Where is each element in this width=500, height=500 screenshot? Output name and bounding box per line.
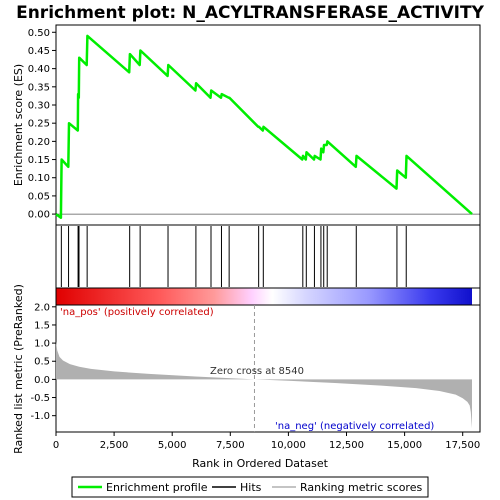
metric-y-tick-label: -0.5 — [30, 393, 50, 404]
metric-y-axis: 2.0 1.5 1.0 0.5 0.0 -0.5 -1.0 — [30, 302, 56, 422]
neg-correlated-label: 'na_neg' (negatively correlated) — [275, 421, 434, 432]
legend: Enrichment profile Hits Ranking metric s… — [71, 476, 429, 498]
rank-x-tick-label: 10,000 — [271, 440, 306, 451]
rank-x-tick-label: 17,500 — [445, 440, 480, 451]
es-y-tick-label: 0.20 — [28, 137, 50, 148]
zero-cross-label: Zero cross at 8540 — [210, 366, 304, 377]
metric-y-axis-label: Ranked list metric (PreRanked) — [12, 284, 25, 454]
es-y-tick-label: 0.05 — [28, 191, 50, 202]
rank-x-tick-label: 0 — [53, 440, 59, 451]
legend-label-hits: Hits — [240, 481, 262, 494]
rank-color-bar — [56, 288, 472, 305]
legend-label-ranking-metric: Ranking metric scores — [300, 481, 422, 494]
es-y-axis-label: Enrichment score (ES) — [12, 64, 25, 186]
rank-x-tick-label: 2,500 — [100, 440, 129, 451]
es-y-tick-label: 0.30 — [28, 101, 50, 112]
es-y-tick-label: 0.00 — [28, 210, 50, 221]
hits-panel — [55, 224, 481, 289]
enrichment-profile-line — [55, 34, 473, 219]
es-y-tick-label: 0.40 — [28, 64, 50, 75]
legend-label-enrichment-profile: Enrichment profile — [106, 481, 208, 494]
metric-y-tick-label: -1.0 — [30, 411, 50, 422]
es-y-tick-label: 0.45 — [28, 46, 50, 57]
enrichment-score-panel: 0.00 0.05 0.10 0.15 0.20 0.25 0.30 0.35 0.40 0.45… — [12, 24, 481, 226]
es-y-tick-label: 0.35 — [28, 82, 50, 93]
es-y-tick-label: 0.50 — [28, 28, 50, 39]
es-y-tick-label: 0.15 — [28, 155, 50, 166]
chart-title: Enrichment plot: N_ACYLTRANSFERASE_ACTIV… — [16, 3, 484, 23]
rank-x-axis-label: Rank in Ordered Dataset — [192, 457, 329, 470]
rank-x-tick-label: 15,000 — [387, 440, 422, 451]
hit-lines — [60, 226, 407, 287]
metric-y-tick-label: 2.0 — [34, 302, 50, 313]
es-y-tick-label: 0.10 — [28, 173, 50, 184]
es-y-axis: 0.00 0.05 0.10 0.15 0.20 0.25 0.30 0.35 0.40 0.45… — [28, 28, 56, 221]
rank-x-tick-label: 12,500 — [329, 440, 364, 451]
pos-correlated-label: 'na_pos' (positively correlated) — [60, 307, 214, 318]
rank-x-axis: 0 2,500 5,000 7,500 10,000 12,500 15,000 17,500 — [53, 432, 480, 451]
rank-x-tick-label: 5,000 — [158, 440, 187, 451]
es-y-tick-label: 0.25 — [28, 119, 50, 130]
metric-y-tick-label: 0.0 — [34, 375, 50, 386]
metric-y-tick-label: 1.5 — [34, 320, 50, 331]
ranked-metric-panel: 2.0 1.5 1.0 0.5 0.0 -0.5 -1.0 0 2,500 5,000 7,500… — [12, 284, 481, 470]
rank-x-tick-label: 7,500 — [216, 440, 245, 451]
metric-y-tick-label: 0.5 — [34, 357, 50, 368]
metric-y-tick-label: 1.0 — [34, 339, 50, 350]
ranking-metric-area — [56, 341, 472, 429]
